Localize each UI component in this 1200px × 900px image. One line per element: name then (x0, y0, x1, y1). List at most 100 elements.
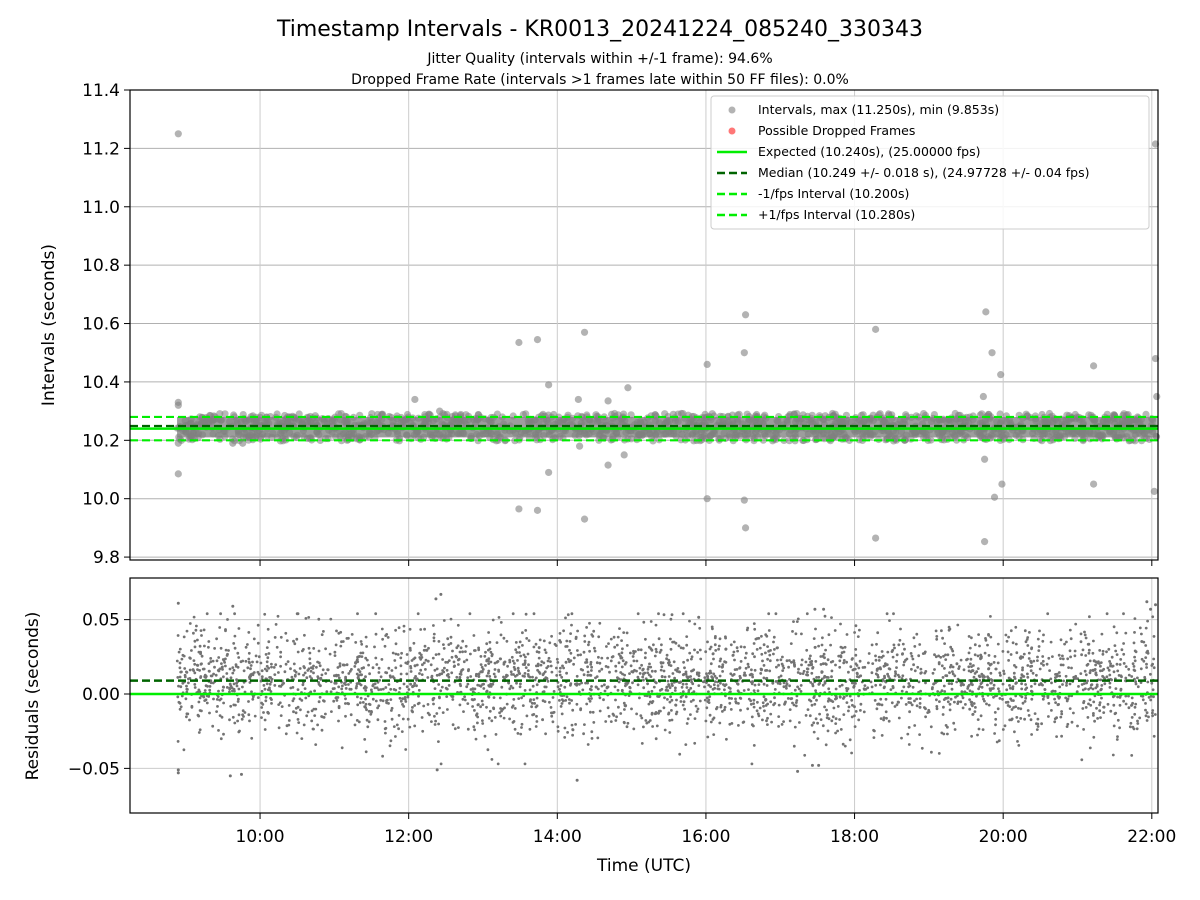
residual-point (1086, 662, 1090, 666)
residual-point (296, 718, 300, 721)
residual-point (680, 685, 684, 689)
residual-point (950, 682, 954, 686)
residual-point (695, 671, 699, 675)
residual-point (910, 667, 913, 671)
residual-point (1036, 637, 1040, 641)
residual-point (751, 680, 754, 684)
residual-point (620, 689, 624, 693)
residual-point (450, 671, 454, 675)
residual-point (937, 752, 941, 755)
residual-point (867, 652, 871, 655)
residual-point (437, 722, 440, 726)
residual-point (1014, 642, 1018, 646)
residual-point (381, 699, 385, 703)
residual-point (493, 661, 497, 665)
residual-point (1102, 711, 1106, 714)
residual-point (237, 697, 240, 701)
residual-point (969, 670, 973, 674)
residual-point (818, 712, 821, 716)
residual-point (847, 709, 850, 713)
residual-point (203, 689, 207, 692)
residual-point (712, 683, 716, 687)
residual-point (975, 694, 978, 698)
residual-point (690, 669, 693, 673)
residual-point (265, 664, 269, 668)
residual-point (399, 672, 403, 676)
residual-point (419, 628, 423, 631)
residual-point (1014, 625, 1018, 629)
residual-point (279, 635, 283, 639)
residual-point (533, 678, 537, 682)
residual-point (196, 668, 199, 671)
residual-point (302, 665, 306, 668)
residual-point (1098, 701, 1102, 704)
residual-point (521, 674, 525, 678)
residuals-cloud (175, 612, 1157, 766)
residual-point (919, 667, 923, 671)
residual-point (885, 663, 889, 667)
residual-point (857, 666, 861, 670)
residual-point (317, 617, 321, 621)
residual-point (335, 699, 339, 702)
residual-point (877, 702, 881, 706)
residual-point (814, 660, 818, 663)
residual-point (575, 674, 579, 678)
residual-point (225, 686, 229, 689)
interval-point (838, 416, 846, 424)
residual-point (772, 652, 775, 656)
interval-point (1029, 429, 1037, 437)
residual-point (642, 725, 645, 729)
residual-point (611, 655, 615, 658)
residual-point (1019, 717, 1023, 720)
residual-point (564, 616, 567, 620)
residual-point (198, 644, 202, 648)
residual-point (827, 697, 831, 701)
residual-point (576, 649, 579, 652)
residual-point (1142, 640, 1146, 644)
residual-point (1111, 753, 1115, 757)
legend-dropped-label: Possible Dropped Frames (758, 123, 915, 138)
residual-point (851, 703, 854, 707)
residual-point (459, 646, 463, 650)
residual-point (413, 704, 416, 707)
residual-point (1029, 665, 1032, 668)
interval-point (664, 413, 672, 421)
residual-point (370, 710, 373, 714)
residual-point (180, 694, 184, 698)
residual-point (241, 685, 244, 689)
residual-point (615, 715, 618, 719)
residual-point (236, 719, 240, 723)
interval-outlier-point (411, 395, 419, 404)
residual-point (832, 706, 836, 710)
residual-point (707, 683, 711, 687)
interval-point (624, 435, 632, 443)
residual-point (947, 625, 951, 629)
residual-point (277, 726, 281, 730)
residual-point (367, 720, 371, 724)
residual-point (534, 642, 538, 646)
residual-point (553, 642, 557, 646)
residual-point (704, 719, 708, 723)
residual-point (926, 711, 930, 714)
residual-point (349, 687, 353, 691)
residual-point (435, 667, 439, 671)
residual-point (980, 672, 984, 676)
residual-point (776, 658, 779, 662)
residual-point (1082, 728, 1085, 731)
residual-point (233, 612, 237, 616)
residual-point (486, 748, 490, 752)
residual-point (458, 672, 462, 676)
residual-point (572, 656, 576, 660)
residual-point (1127, 673, 1131, 677)
residual-point (1007, 635, 1010, 639)
residual-point (1083, 630, 1086, 634)
residual-point (433, 723, 437, 726)
residual-point (449, 617, 453, 621)
residual-point (792, 660, 795, 664)
residual-point (1132, 665, 1136, 668)
residual-point (831, 660, 835, 663)
residual-point (346, 702, 350, 705)
residual-point (797, 687, 801, 691)
residual-point (1068, 707, 1072, 710)
residual-point (222, 701, 226, 705)
